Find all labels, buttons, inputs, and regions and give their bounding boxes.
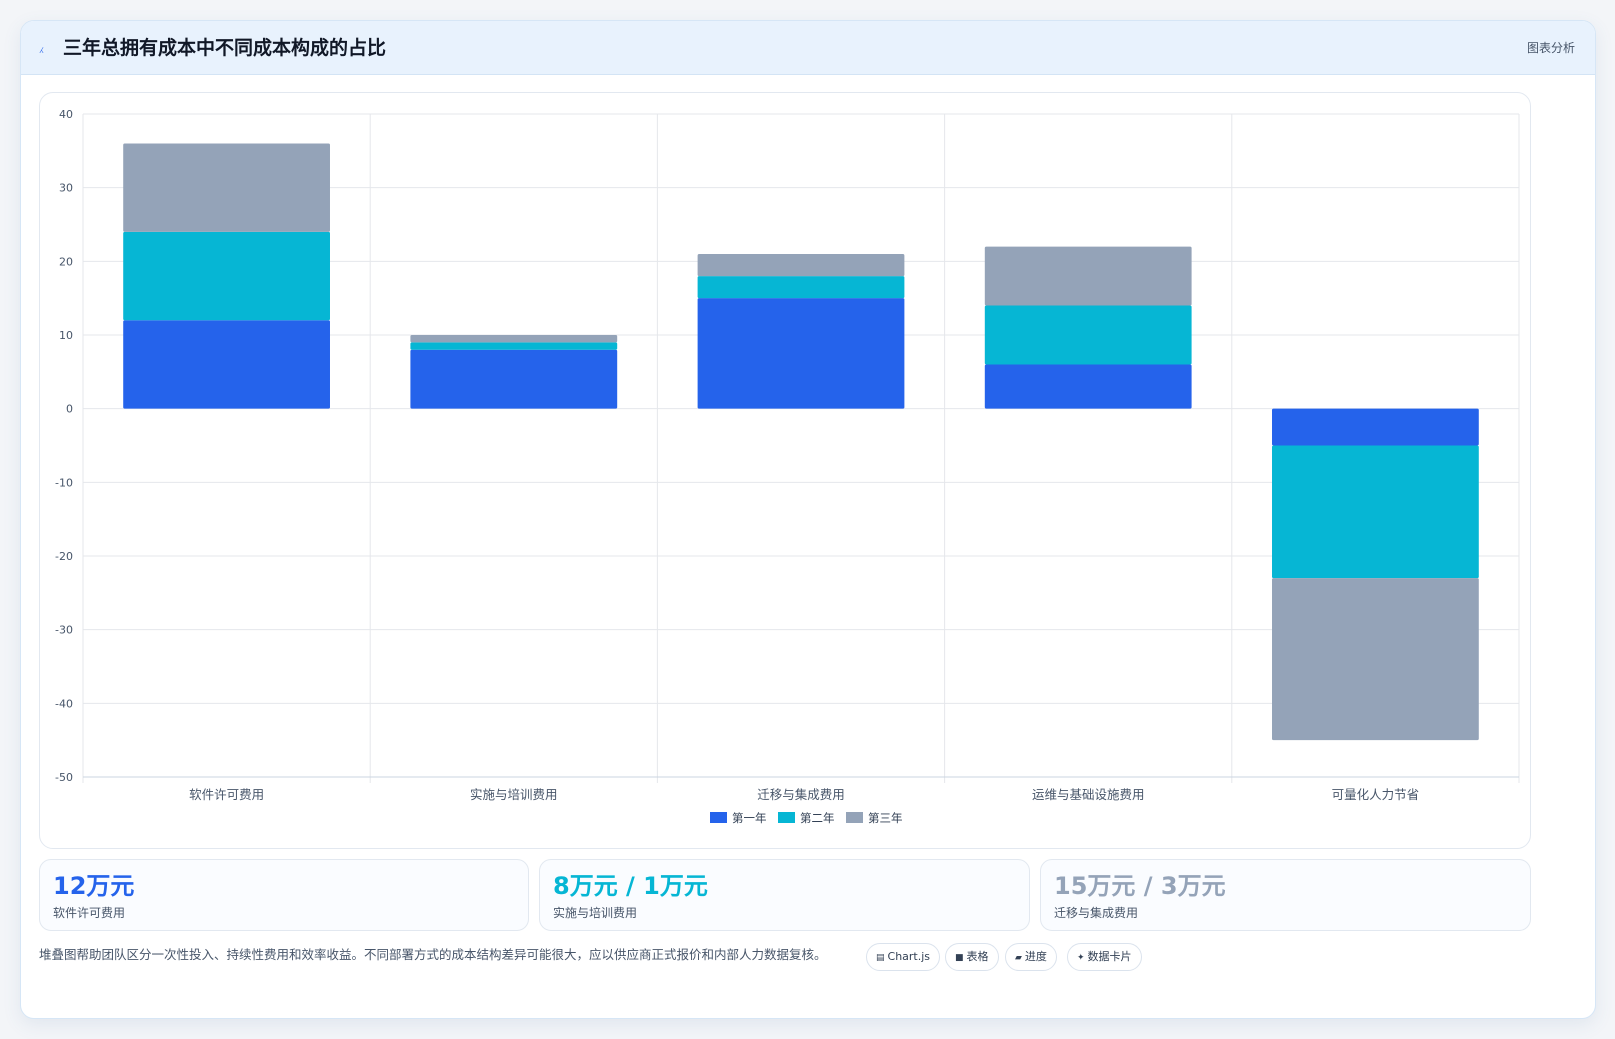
pill-chartjs[interactable]: ▤ Chart.js — [866, 943, 941, 971]
legend-swatch — [778, 812, 795, 823]
bar-segment — [984, 364, 1192, 409]
stat-value: 12万元 — [53, 872, 135, 900]
y-tick-label: -30 — [55, 624, 73, 637]
x-tick-label: 运维与基础设施费用 — [1032, 787, 1145, 802]
y-tick-label: -20 — [55, 550, 73, 563]
bar-segment — [410, 342, 618, 350]
pill-table[interactable]: ■ 表格 — [945, 943, 999, 971]
legend-swatch — [710, 812, 727, 823]
stat-value: 8万元 / 1万元 — [553, 872, 708, 900]
legend-swatch — [846, 812, 863, 823]
legend-label: 第三年 — [868, 811, 903, 825]
y-tick-label: -40 — [55, 697, 73, 710]
pill-label: Chart.js — [887, 950, 931, 963]
chart-panel: 40 30 20 10 0 -10 -20 -30 -40 -50 软件许可费用 实施与培训费用 迁移与… — [39, 92, 1531, 849]
y-tick-label: 10 — [59, 329, 73, 342]
y-tick-label: 40 — [59, 108, 73, 121]
chart-analysis-tag: 图表分析 — [1526, 41, 1575, 55]
bar-segment — [410, 335, 618, 343]
stat-label: 实施与培训费用 — [553, 906, 638, 920]
stat-card-migration: 15万元 / 3万元 迁移与集成费用 — [1040, 859, 1531, 931]
legend-label: 第二年 — [800, 811, 835, 825]
stat-label: 迁移与集成费用 — [1054, 906, 1139, 920]
bar-segment — [1272, 408, 1479, 446]
bar-segment — [123, 320, 330, 409]
y-tick-label: -50 — [55, 771, 73, 784]
stat-card-software: 12万元 软件许可费用 — [39, 859, 529, 931]
pill-label: 数据卡片 — [1087, 950, 1132, 963]
y-tick-label: 30 — [59, 182, 73, 195]
chart-title: 三年总拥有成本中不同成本构成的占比 — [63, 37, 387, 59]
x-tick-label: 可量化人力节省 — [1332, 787, 1420, 802]
stacked-bar-chart: 40 30 20 10 0 -10 -20 -30 -40 -50 软件许可费用 实施与培训费用 迁移与… — [55, 108, 1520, 825]
bar-segment — [697, 276, 905, 299]
bar-segment — [1272, 445, 1479, 579]
pill-data-card[interactable]: ✦ 数据卡片 — [1067, 943, 1142, 971]
bar-segment — [697, 298, 905, 409]
legend-label: 第一年 — [732, 811, 767, 825]
bar-segment — [410, 349, 618, 409]
chart-card: ⁁ 三年总拥有成本中不同成本构成的占比 图表分析 40 30 20 10 0 -10 -20… — [20, 20, 1596, 1019]
chart-footnote: 堆叠图帮助团队区分一次性投入、持续性费用和效率收益。不同部署方式的成本结构差异可… — [39, 947, 827, 962]
bar-segment — [984, 305, 1192, 365]
y-tick-label: -10 — [55, 476, 73, 489]
x-tick-label: 软件许可费用 — [189, 787, 264, 802]
bar-segment — [697, 253, 905, 277]
chart-icon: ▤ — [876, 953, 885, 963]
y-tick-label: 20 — [59, 255, 73, 268]
pill-progress[interactable]: ▰ 进度 — [1005, 943, 1057, 971]
table-icon: ■ — [955, 953, 964, 963]
card-header: ⁁ 三年总拥有成本中不同成本构成的占比 图表分析 — [21, 21, 1595, 75]
bar-segment — [123, 231, 330, 321]
y-tick-label: 0 — [66, 403, 73, 416]
progress-icon: ▰ — [1015, 953, 1022, 963]
bar-segment — [1272, 578, 1479, 741]
bar-segment — [984, 246, 1192, 306]
stat-card-implementation: 8万元 / 1万元 实施与培训费用 — [539, 859, 1030, 931]
bar-segment — [123, 143, 330, 232]
pill-label: 表格 — [966, 950, 989, 963]
sparkle-icon: ✦ — [1077, 953, 1085, 963]
stat-label: 软件许可费用 — [53, 906, 126, 920]
x-tick-label: 实施与培训费用 — [470, 787, 558, 802]
x-tick-label: 迁移与集成费用 — [757, 787, 845, 802]
trend-icon: ⁁ — [40, 39, 43, 53]
pill-label: 进度 — [1024, 950, 1047, 963]
stat-value: 15万元 / 3万元 — [1054, 872, 1226, 900]
